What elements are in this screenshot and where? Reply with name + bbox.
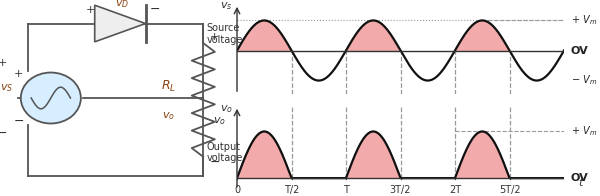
Text: OV: OV: [571, 173, 588, 183]
Text: +: +: [210, 32, 220, 42]
Text: −: −: [209, 156, 220, 169]
Text: 0: 0: [234, 185, 240, 195]
Text: T/2: T/2: [284, 185, 299, 195]
Text: $v_S$: $v_S$: [1, 82, 14, 94]
Text: $v_D$: $v_D$: [115, 0, 130, 10]
Text: $+ \ V_m$: $+ \ V_m$: [571, 125, 596, 138]
Text: $+ \ V_m$: $+ \ V_m$: [571, 14, 596, 27]
Text: $v_o$: $v_o$: [220, 103, 233, 115]
Text: $v_o$: $v_o$: [212, 116, 226, 127]
Text: −: −: [13, 115, 24, 128]
Text: 2T: 2T: [449, 185, 461, 195]
Text: $v_s$: $v_s$: [220, 0, 233, 12]
Polygon shape: [95, 5, 146, 42]
Text: 5T/2: 5T/2: [499, 185, 520, 195]
Text: −: −: [149, 3, 160, 16]
Text: −: −: [0, 127, 8, 140]
Text: 3T/2: 3T/2: [390, 185, 411, 195]
Text: +: +: [0, 58, 7, 68]
Text: OV: OV: [571, 45, 588, 55]
Text: $- \ V_m$: $- \ V_m$: [571, 74, 596, 87]
Text: Source
voltage: Source voltage: [206, 23, 243, 45]
Text: $t$: $t$: [578, 176, 585, 188]
Text: $R_L$: $R_L$: [161, 79, 176, 94]
Circle shape: [21, 73, 81, 123]
Text: +: +: [85, 5, 95, 15]
Text: Output
voltage: Output voltage: [206, 142, 243, 163]
Text: T: T: [343, 185, 349, 195]
Text: $v_o$: $v_o$: [162, 110, 175, 122]
Text: +: +: [14, 69, 23, 80]
